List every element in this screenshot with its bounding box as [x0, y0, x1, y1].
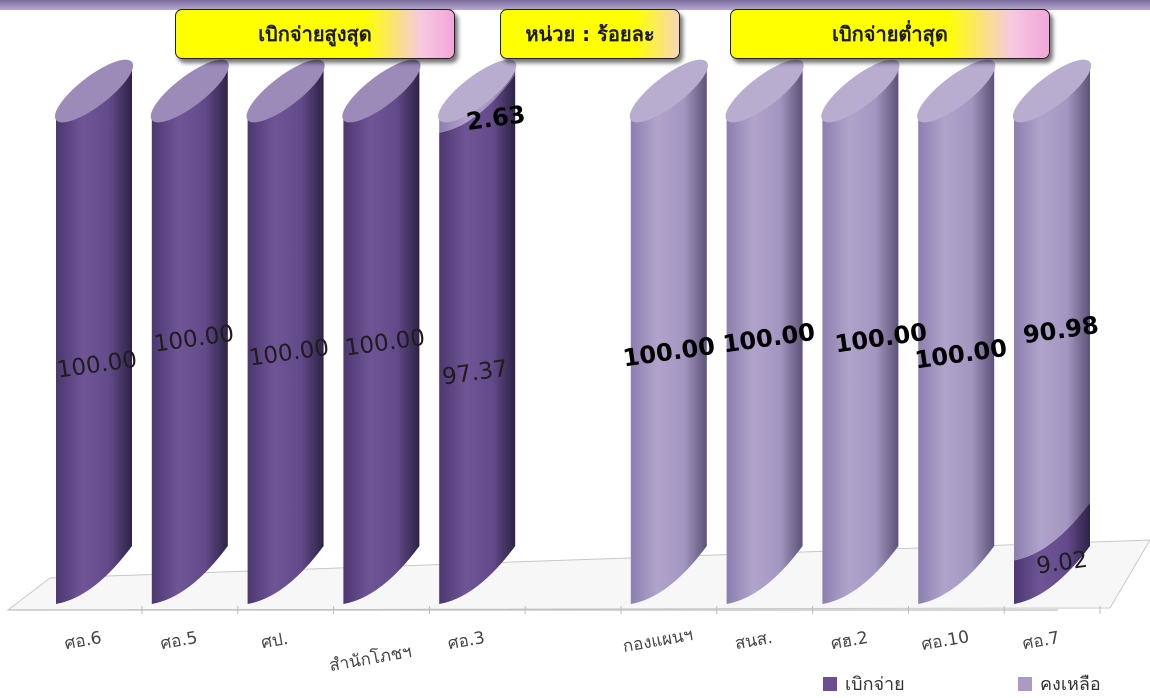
legend-label-spent: เบิกจ่าย — [845, 674, 905, 695]
unit-banner: หน่วย : ร้อยละ — [500, 9, 680, 59]
x-tick-label: ศอ.5 — [159, 628, 199, 654]
bar-cap — [1012, 59, 1092, 123]
x-tick-label: ศป. — [260, 629, 290, 653]
bar-cap — [821, 59, 900, 123]
bar-cap — [246, 59, 325, 123]
bar-cap — [438, 59, 517, 123]
bar-cap — [629, 59, 708, 123]
bar-cap — [150, 59, 229, 123]
top-band — [0, 0, 1150, 10]
bar-cap — [725, 59, 804, 123]
x-tick-label: ศอ.7 — [1021, 628, 1061, 654]
bar-remaining — [726, 62, 803, 604]
bar-remaining — [822, 62, 899, 604]
legend-label-remaining: คงเหลือ — [1040, 674, 1101, 695]
bar-remaining — [630, 62, 707, 604]
bar-spent — [343, 62, 420, 604]
x-tick-label: กองแผนฯ — [621, 625, 694, 657]
x-tick-label: สนส. — [733, 628, 774, 654]
bar-spent — [247, 62, 324, 604]
legend-item-remaining: คงเหลือ — [1018, 669, 1101, 698]
highest-disbursement-banner: เบิกจ่ายสูงสุด — [175, 9, 455, 59]
bar-spent — [56, 62, 132, 604]
legend-swatch-spent — [823, 676, 837, 691]
x-tick-label: ศฮ.2 — [829, 628, 869, 654]
bar-spent — [439, 74, 516, 605]
legend-swatch-remaining — [1018, 676, 1032, 691]
bar-cap — [342, 59, 421, 123]
bar-spent — [1014, 502, 1090, 604]
bar-spent — [151, 62, 228, 604]
bar-remaining — [1014, 62, 1090, 561]
x-tick-label: ศอ.3 — [446, 628, 486, 654]
lowest-disbursement-banner: เบิกจ่ายต่ำสุด — [730, 9, 1050, 59]
bar-remaining — [918, 62, 995, 604]
x-tick-label: ศอ.10 — [920, 627, 971, 655]
legend-item-spent: เบิกจ่าย — [823, 669, 905, 698]
bar-cap — [917, 59, 996, 123]
x-tick-label: ศอ.6 — [63, 628, 103, 654]
bar-cap — [54, 59, 134, 123]
x-tick-label: สำนักโภชฯ — [328, 641, 414, 676]
